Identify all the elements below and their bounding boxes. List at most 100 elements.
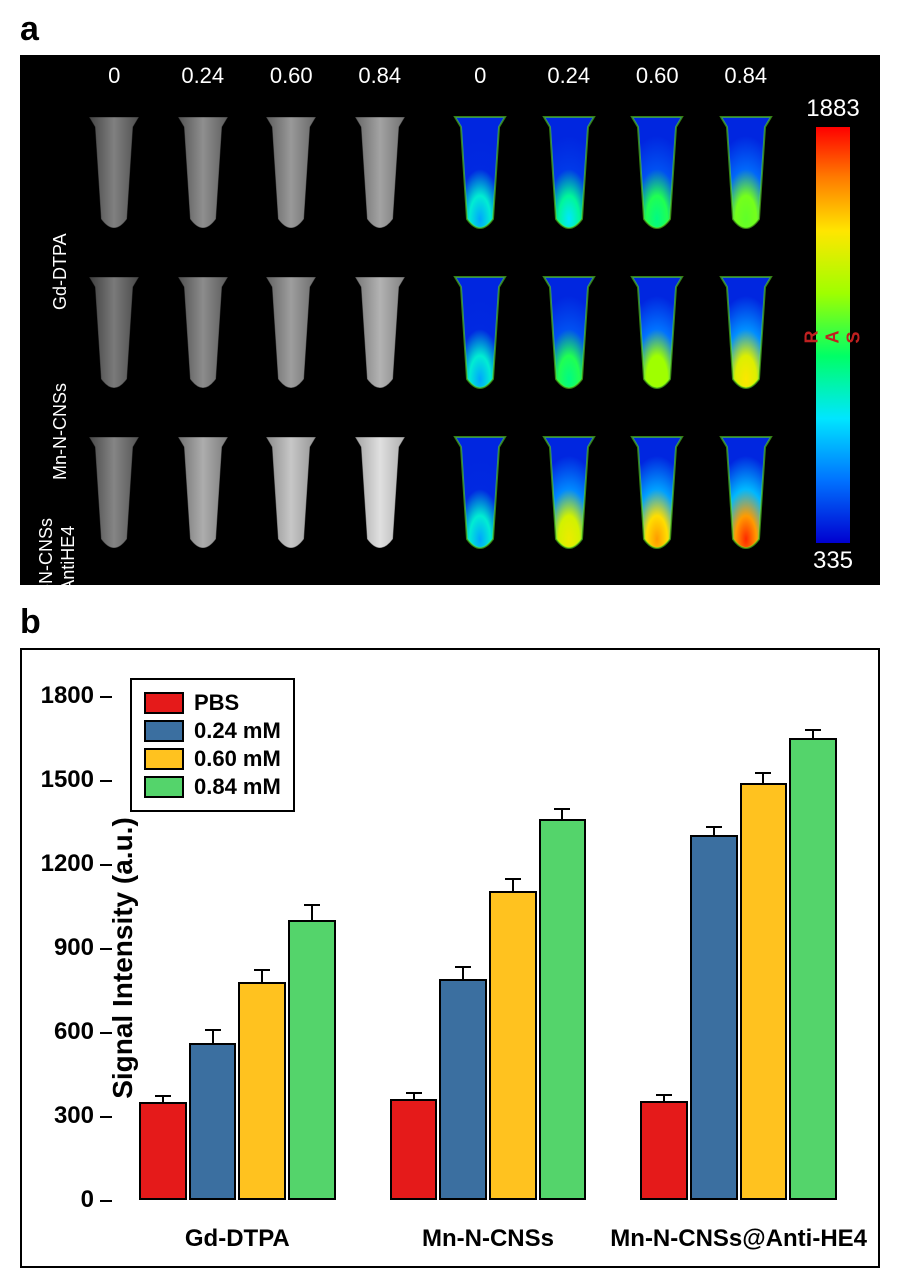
y-tick-label: 0 <box>81 1186 112 1214</box>
error-cap <box>805 729 821 731</box>
tube-pseudocolor <box>525 261 614 409</box>
legend-text: 0.84 mM <box>194 774 281 800</box>
legend-item: 0.24 mM <box>144 718 281 744</box>
tube-pseudocolor <box>613 421 702 569</box>
error-bar <box>212 1030 214 1043</box>
colorbar-min: 335 <box>813 547 853 575</box>
bar <box>439 979 487 1200</box>
tube-grayscale <box>159 261 248 409</box>
bar-group <box>613 668 864 1200</box>
bar <box>539 819 587 1200</box>
error-bar <box>713 827 715 835</box>
panel-b-chart: Signal Intensity (a.u.) 0300600900120015… <box>20 648 880 1268</box>
tube-grayscale <box>247 101 336 249</box>
tube-grayscale <box>247 421 336 569</box>
bar <box>390 1099 438 1200</box>
bar <box>789 738 837 1200</box>
bar-group <box>363 668 614 1200</box>
panel-a-image-grid <box>70 95 790 575</box>
legend-swatch <box>144 692 184 714</box>
image-row <box>70 95 790 255</box>
legend-text: 0.60 mM <box>194 746 281 772</box>
tube-pseudocolor <box>436 101 525 249</box>
panel-a-col-headers: 0 0.24 0.60 0.84 0 0.24 0.60 0.84 <box>70 63 790 91</box>
tube-grayscale <box>70 261 159 409</box>
error-cap <box>554 808 570 810</box>
y-tick-label: 1800 <box>41 682 112 710</box>
y-tick-label: 600 <box>54 1018 112 1046</box>
error-cap <box>304 904 320 906</box>
tube-pseudocolor <box>702 421 791 569</box>
y-tick-label: 900 <box>54 934 112 962</box>
colorbar-bar: R A S <box>816 127 850 543</box>
x-label: Mn-N-CNSs <box>422 1225 554 1253</box>
error-bar <box>812 730 814 738</box>
error-cap <box>254 969 270 971</box>
bar <box>640 1101 688 1200</box>
error-bar <box>311 905 313 920</box>
panel-a-row-labels: Gd-DTPA Mn-N-CNSs Mn-N-CNSs @AntiHE4 <box>22 110 62 580</box>
legend-text: PBS <box>194 690 239 716</box>
bar <box>288 920 336 1200</box>
tube-grayscale <box>159 101 248 249</box>
error-cap <box>656 1094 672 1096</box>
col-h-r-2: 0.60 <box>613 63 702 91</box>
colorbar-side-text: R A S <box>802 327 865 344</box>
tube-pseudocolor <box>436 421 525 569</box>
x-label: Mn-N-CNSs@Anti-HE4 <box>610 1225 867 1253</box>
col-h-l-0: 0 <box>70 63 159 91</box>
y-tick-label: 1500 <box>41 766 112 794</box>
tube-grayscale <box>336 261 425 409</box>
legend-swatch <box>144 720 184 742</box>
error-cap <box>455 966 471 968</box>
row-label-1: Mn-N-CNSs <box>50 383 71 480</box>
y-tick-label: 300 <box>54 1102 112 1130</box>
legend-item: PBS <box>144 690 281 716</box>
colorbar: 1883 R A S 335 <box>798 95 868 575</box>
tube-grayscale <box>70 421 159 569</box>
colorbar-max: 1883 <box>806 95 859 123</box>
legend: PBS0.24 mM0.60 mM0.84 mM <box>130 678 295 812</box>
tube-pseudocolor <box>702 101 791 249</box>
tube-pseudocolor <box>525 101 614 249</box>
tube-grayscale <box>336 421 425 569</box>
tube-grayscale <box>70 101 159 249</box>
image-row <box>70 255 790 415</box>
panel-b-label: b <box>20 603 878 642</box>
error-cap <box>755 772 771 774</box>
error-bar <box>762 773 764 783</box>
bar <box>139 1102 187 1200</box>
y-tick-label: 1200 <box>41 850 112 878</box>
error-bar <box>561 809 563 819</box>
tube-pseudocolor <box>613 261 702 409</box>
panel-a-stage: Gd-DTPA Mn-N-CNSs Mn-N-CNSs @AntiHE4 0 0… <box>20 55 880 585</box>
legend-swatch <box>144 776 184 798</box>
bar <box>690 835 738 1200</box>
bar <box>489 891 537 1200</box>
x-labels: Gd-DTPAMn-N-CNSsMn-N-CNSs@Anti-HE4 <box>112 1225 860 1255</box>
error-cap <box>205 1029 221 1031</box>
tube-grayscale <box>247 261 336 409</box>
x-label: Gd-DTPA <box>185 1225 290 1253</box>
row-label-0: Gd-DTPA <box>50 233 71 310</box>
plot-area: 0300600900120015001800 Gd-DTPAMn-N-CNSsM… <box>112 668 860 1200</box>
tube-grayscale <box>336 101 425 249</box>
col-h-l-3: 0.84 <box>336 63 425 91</box>
error-cap <box>706 826 722 828</box>
bar <box>189 1043 237 1200</box>
error-cap <box>505 878 521 880</box>
legend-item: 0.84 mM <box>144 774 281 800</box>
tube-grayscale <box>159 421 248 569</box>
col-h-l-2: 0.60 <box>247 63 336 91</box>
image-row <box>70 415 790 575</box>
error-bar <box>512 879 514 891</box>
panel-a-label: a <box>20 10 878 49</box>
legend-text: 0.24 mM <box>194 718 281 744</box>
tube-pseudocolor <box>613 101 702 249</box>
error-bar <box>261 970 263 981</box>
bar <box>740 783 788 1200</box>
error-bar <box>462 967 464 979</box>
tube-pseudocolor <box>525 421 614 569</box>
error-cap <box>406 1092 422 1094</box>
bar <box>238 982 286 1200</box>
